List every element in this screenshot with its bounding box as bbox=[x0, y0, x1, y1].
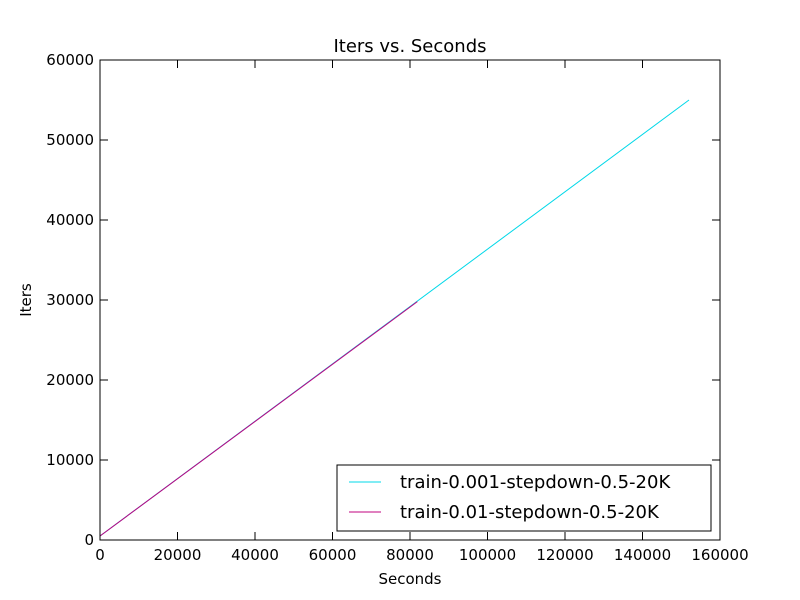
x-tick-label: 100000 bbox=[459, 546, 516, 564]
chart-title: Iters vs. Seconds bbox=[333, 36, 486, 57]
y-tick-label: 30000 bbox=[46, 291, 94, 309]
x-tick-label: 160000 bbox=[691, 546, 748, 564]
y-tick-label: 20000 bbox=[46, 371, 94, 389]
series-line-1 bbox=[99, 301, 418, 537]
y-tick-label: 40000 bbox=[46, 211, 94, 229]
legend-box bbox=[336, 464, 712, 532]
y-tick-label: 10000 bbox=[46, 451, 94, 469]
plot-area bbox=[99, 99, 690, 537]
x-tick-label: 80000 bbox=[386, 546, 434, 564]
x-tick-label: 40000 bbox=[231, 546, 279, 564]
y-axis-label: Iters bbox=[17, 283, 35, 317]
x-tick-label: 20000 bbox=[154, 546, 202, 564]
legend-label-1: train-0.01-stepdown-0.5-20K bbox=[400, 502, 660, 523]
y-tick-label: 50000 bbox=[46, 131, 94, 149]
legend-label-0: train-0.001-stepdown-0.5-20K bbox=[400, 472, 671, 493]
x-tick-label: 140000 bbox=[614, 546, 671, 564]
x-axis-label: Seconds bbox=[378, 570, 441, 588]
y-tick-label: 60000 bbox=[46, 51, 94, 69]
x-tick-label: 120000 bbox=[536, 546, 593, 564]
axis-ticks: 0 20000 40000 60000 80000 100000 120000 140000 1… bbox=[46, 51, 748, 564]
y-tick-label: 0 bbox=[84, 531, 94, 549]
x-tick-label: 60000 bbox=[309, 546, 357, 564]
x-tick-label: 0 bbox=[95, 546, 105, 564]
legend: train-0.001-stepdown-0.5-20K train-0.01-s… bbox=[336, 464, 712, 532]
